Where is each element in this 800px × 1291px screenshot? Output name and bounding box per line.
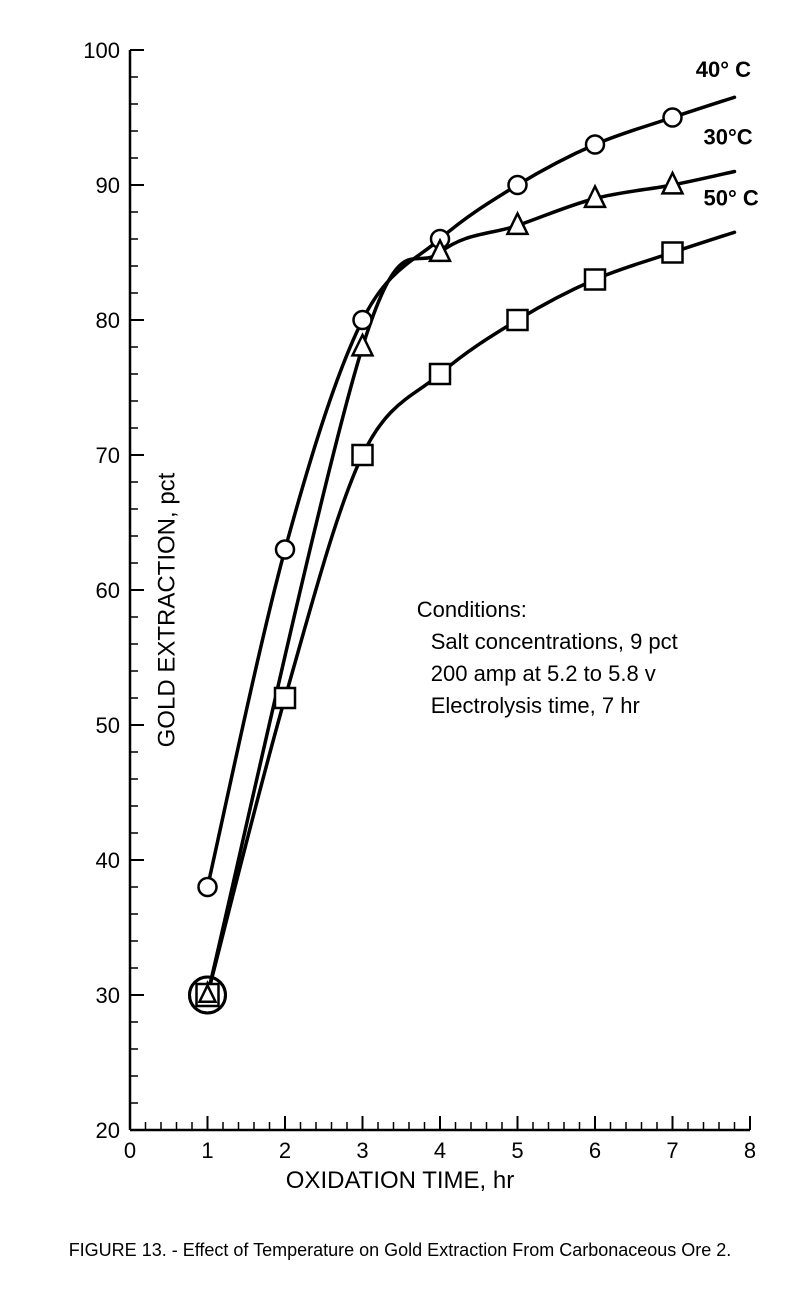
svg-text:40: 40 — [96, 848, 120, 873]
svg-text:6: 6 — [589, 1138, 601, 1163]
svg-text:50° C: 50° C — [704, 185, 759, 210]
svg-text:70: 70 — [96, 443, 120, 468]
svg-text:2: 2 — [279, 1138, 291, 1163]
figure-caption: FIGURE 13. - Effect of Temperature on Go… — [0, 1240, 800, 1261]
svg-text:1: 1 — [201, 1138, 213, 1163]
svg-text:30: 30 — [96, 983, 120, 1008]
chart-container: 0 1 2 3 4 5 6 7 8 20 30 40 50 60 70 80 90 100 40° C 30°C 50°… — [40, 30, 760, 1190]
svg-text:40° C: 40° C — [696, 57, 751, 82]
svg-text:0: 0 — [124, 1138, 136, 1163]
svg-text:100: 100 — [83, 38, 120, 63]
svg-text:90: 90 — [96, 173, 120, 198]
svg-text:30°C: 30°C — [704, 125, 753, 150]
svg-text:Salt concentrations, 9 pct: Salt concentrations, 9 pct — [431, 629, 678, 654]
svg-text:20: 20 — [96, 1118, 120, 1143]
svg-text:Conditions:: Conditions: — [417, 597, 527, 622]
x-axis-label: OXIDATION TIME, hr — [286, 1167, 514, 1195]
svg-text:60: 60 — [96, 578, 120, 603]
y-axis-label: GOLD EXTRACTION, pct — [153, 473, 181, 748]
svg-text:5: 5 — [511, 1138, 523, 1163]
svg-text:80: 80 — [96, 308, 120, 333]
svg-text:50: 50 — [96, 713, 120, 738]
svg-text:4: 4 — [434, 1138, 446, 1163]
svg-text:Electrolysis time, 7 hr: Electrolysis time, 7 hr — [431, 693, 640, 718]
svg-text:7: 7 — [666, 1138, 678, 1163]
chart-svg: 0 1 2 3 4 5 6 7 8 20 30 40 50 60 70 80 90 100 40° C 30°C 50°… — [40, 30, 760, 1190]
svg-text:3: 3 — [356, 1138, 368, 1163]
svg-text:8: 8 — [744, 1138, 756, 1163]
svg-text:200 amp at 5.2 to 5.8 v: 200 amp at 5.2 to 5.8 v — [431, 661, 656, 686]
